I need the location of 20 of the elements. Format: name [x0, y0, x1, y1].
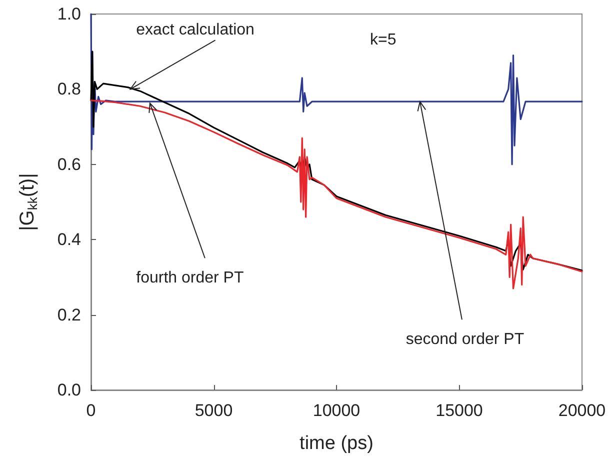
y-axis-title: |Gkk(t)|: [16, 173, 40, 231]
annotation: second order PT: [406, 331, 524, 348]
y-tick-label: 0.2: [57, 305, 81, 324]
y-tick-label: 0.4: [57, 230, 81, 250]
x-tick-label: 15000: [436, 401, 483, 420]
x-axis-title: time (ps): [300, 433, 374, 454]
line-series: [90, 100, 583, 290]
x-tick-label: 0: [86, 401, 96, 420]
annotation: k=5: [370, 32, 396, 48]
y-tick-label: 0.0: [57, 380, 81, 400]
x-tick-label: 10000: [312, 401, 360, 420]
y-tick-label: 0.8: [57, 80, 81, 99]
y-tick-label: 1.0: [57, 4, 81, 24]
x-tick-label: 20000: [558, 401, 606, 420]
annotation: exact calculation: [136, 22, 254, 39]
y-tick-label: 0.6: [57, 154, 81, 174]
line-series: [90, 13, 583, 166]
x-tick-label: 5000: [194, 401, 233, 420]
annotation: fourth order PT: [136, 270, 244, 287]
line-series: [90, 50, 583, 272]
